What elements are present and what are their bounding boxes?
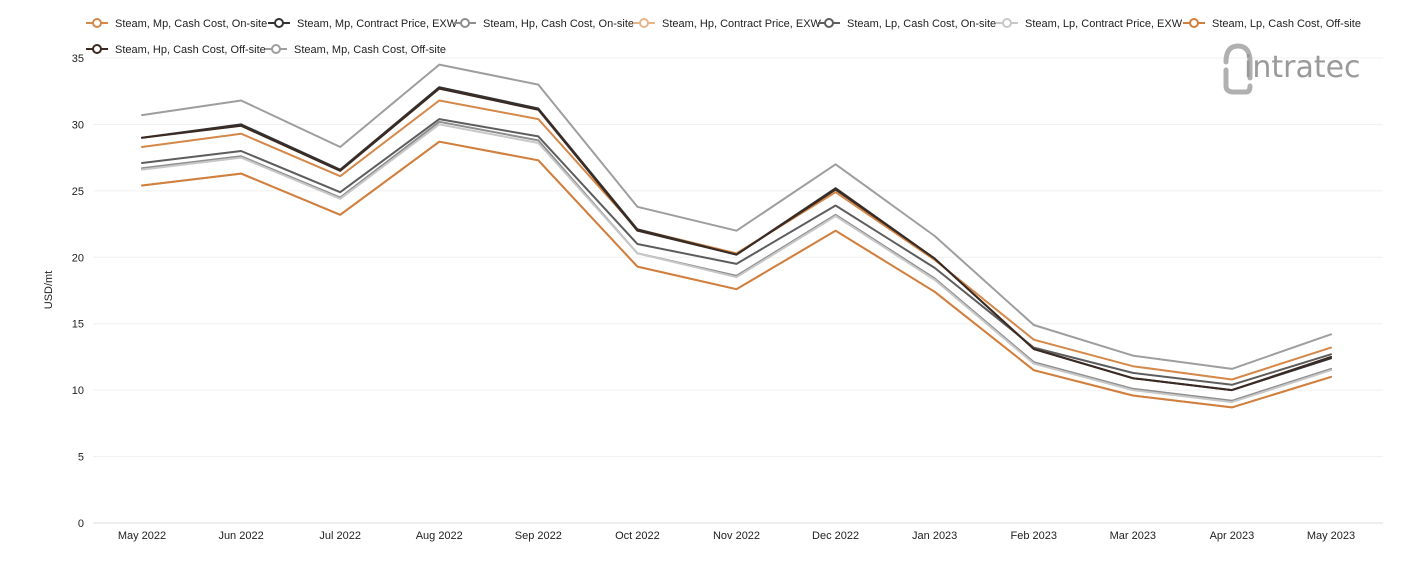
x-tick-label: Jan 2023	[912, 530, 957, 542]
series-line-9	[141, 63, 1332, 370]
legend-marker-icon	[271, 44, 281, 54]
y-tick-label: 0	[78, 518, 84, 530]
x-tick-label: Mar 2023	[1110, 530, 1156, 542]
legend-marker-icon	[1189, 18, 1199, 28]
x-tick-label: Nov 2022	[713, 530, 760, 542]
y-tick-label: 35	[72, 53, 84, 65]
legend-marker-icon	[92, 18, 102, 28]
series-line-8	[141, 87, 1332, 392]
series-line-3	[141, 120, 1332, 402]
intratec-logo: intratec	[1223, 43, 1361, 95]
legend-marker-icon	[1002, 18, 1012, 28]
x-tick-label: Jun 2022	[218, 530, 263, 542]
legend-item[interactable]: Steam, Hp, Cash Cost, Off-site	[86, 44, 266, 56]
legend-marker-icon	[824, 18, 834, 28]
y-tick-label: 10	[72, 385, 84, 397]
grid-lines	[93, 57, 1383, 524]
y-tick-label: 25	[72, 186, 84, 198]
y-axis: 0 5 10 15 20 25 30 35	[72, 53, 84, 530]
y-tick-label: 15	[72, 319, 84, 331]
legend-marker-icon	[460, 18, 470, 28]
x-tick-label: Oct 2022	[615, 530, 660, 542]
logo-text: intratec	[1244, 50, 1361, 85]
x-axis: May 2022 Jun 2022 Jul 2022 Aug 2022 Sep 2022…	[118, 530, 1355, 542]
series-line-6	[141, 123, 1332, 404]
legend-marker-icon	[274, 18, 284, 28]
legend: Steam, Mp, Cash Cost, On-site Steam, Mp, …	[86, 18, 1361, 56]
legend-label: Steam, Lp, Cash Cost, On-site	[847, 18, 996, 30]
legend-marker-icon	[639, 18, 649, 28]
x-tick-label: Aug 2022	[416, 530, 463, 542]
series-line-4	[141, 140, 1332, 409]
x-tick-label: Jul 2022	[319, 530, 361, 542]
x-tick-label: May 2023	[1307, 530, 1355, 542]
legend-item[interactable]: Steam, Mp, Cash Cost, Off-site	[265, 44, 446, 56]
legend-item[interactable]: Steam, Lp, Contract Price, EXW	[996, 18, 1183, 30]
legend-label: Steam, Hp, Contract Price, EXW	[662, 18, 822, 30]
series-line-2	[141, 86, 1332, 392]
x-tick-label: Sep 2022	[515, 530, 562, 542]
legend-item[interactable]: Steam, Hp, Contract Price, EXW	[633, 18, 822, 30]
x-tick-label: Dec 2022	[812, 530, 859, 542]
x-tick-label: May 2022	[118, 530, 166, 542]
legend-label: Steam, Mp, Contract Price, EXW	[297, 18, 458, 30]
series-lines	[141, 63, 1332, 409]
y-tick-label: 20	[72, 252, 84, 264]
series-line-5	[141, 118, 1332, 386]
legend-item[interactable]: Steam, Lp, Cash Cost, Off-site	[1183, 18, 1361, 30]
legend-item[interactable]: Steam, Hp, Cash Cost, On-site	[454, 18, 634, 30]
logo-mark-icon	[1223, 43, 1253, 95]
legend-label: Steam, Lp, Contract Price, EXW	[1025, 18, 1183, 30]
y-tick-label: 5	[78, 452, 84, 464]
x-tick-label: Apr 2023	[1210, 530, 1255, 542]
series-line-1	[141, 99, 1332, 381]
legend-item[interactable]: Steam, Lp, Cash Cost, On-site	[818, 18, 996, 30]
series-line-7	[141, 140, 1332, 409]
legend-label: Steam, Mp, Cash Cost, On-site	[115, 18, 267, 30]
legend-marker-icon	[92, 44, 102, 54]
x-tick-label: Feb 2023	[1011, 530, 1057, 542]
y-axis-title: USD/mt	[43, 271, 55, 310]
legend-label: Steam, Hp, Cash Cost, On-site	[483, 18, 634, 30]
legend-label: Steam, Lp, Cash Cost, Off-site	[1212, 18, 1361, 30]
legend-item[interactable]: Steam, Mp, Cash Cost, On-site	[86, 18, 267, 30]
legend-item[interactable]: Steam, Mp, Contract Price, EXW	[268, 18, 458, 30]
legend-label: Steam, Hp, Cash Cost, Off-site	[115, 44, 266, 56]
y-tick-label: 30	[72, 119, 84, 131]
legend-label: Steam, Mp, Cash Cost, Off-site	[294, 44, 446, 56]
